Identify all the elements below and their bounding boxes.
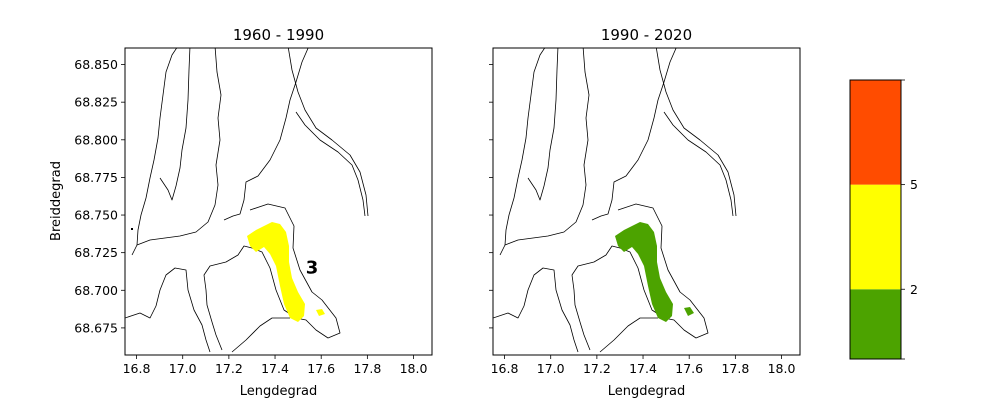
panel-1-title: 1960 - 1990 xyxy=(233,26,324,44)
region-class-1-patch xyxy=(684,307,694,316)
coastline-north-inlet xyxy=(136,48,222,246)
outlier-mark xyxy=(131,228,133,230)
panel-2-map xyxy=(493,48,737,353)
panel-2-x-axis: 16.8 17.0 17.2 17.4 17.6 17.8 18.0 xyxy=(491,355,796,376)
colorbar-tick-label: 2 xyxy=(910,282,918,297)
coastline-east-arm xyxy=(295,111,366,217)
coastline-spur xyxy=(527,48,559,201)
coastline-east-arm-inner xyxy=(655,48,737,217)
x-tick-label: 16.8 xyxy=(491,361,519,376)
coastline-spur xyxy=(159,48,191,201)
coastline-center xyxy=(223,48,309,221)
colorbar-frame xyxy=(849,79,902,360)
coastline-south xyxy=(231,317,290,353)
region-class-3 xyxy=(247,222,305,322)
panel-2-frame xyxy=(492,47,801,356)
y-tick-label: 68.675 xyxy=(74,320,118,335)
region-class-3-patch xyxy=(316,309,325,316)
panel-1-x-axis: 16.8 17.0 17.2 17.4 17.6 17.8 18.0 xyxy=(123,355,428,376)
coastline-south xyxy=(599,317,658,353)
colorbar-tick-label: 5 xyxy=(910,177,918,192)
x-tick-label: 17.0 xyxy=(537,361,565,376)
panel-1: 1960 - 1990 3 16.8 17.0 17.2 17.4 17.6 17.8 18… xyxy=(49,26,433,399)
coastline-west xyxy=(499,48,546,256)
coastline-north-inlet xyxy=(504,48,590,246)
x-tick-label: 16.8 xyxy=(123,361,151,376)
x-tick-label: 17.8 xyxy=(721,361,749,376)
x-tick-label: 17.4 xyxy=(629,361,657,376)
coastline-basin xyxy=(203,203,341,351)
panel-2-y-axis xyxy=(489,64,493,329)
y-tick-label: 68.775 xyxy=(74,170,118,185)
y-tick-label: 68.700 xyxy=(74,283,118,298)
coastline-south-west xyxy=(493,267,579,353)
x-tick-label: 18.0 xyxy=(768,361,796,376)
coastline-west xyxy=(131,48,178,256)
x-tick-label: 17.2 xyxy=(215,361,243,376)
x-tick-label: 17.6 xyxy=(307,361,335,376)
region-annotation: 3 xyxy=(306,258,319,279)
x-tick-label: 17.6 xyxy=(675,361,703,376)
x-tick-label: 17.2 xyxy=(583,361,611,376)
x-tick-label: 18.0 xyxy=(400,361,428,376)
y-tick-label: 68.850 xyxy=(74,57,118,72)
panel-1-frame xyxy=(124,47,433,356)
panel-2: 1990 - 2020 16.8 17.0 17.2 17.4 17.6 17.8 18.0… xyxy=(489,26,801,399)
y-tick-label: 68.750 xyxy=(74,208,118,223)
x-tick-label: 17.8 xyxy=(353,361,381,376)
coastline-south-west xyxy=(125,267,211,353)
panel-1-map: 3 xyxy=(125,48,369,353)
y-tick-label: 68.825 xyxy=(74,95,118,110)
region-class-1 xyxy=(615,222,673,322)
colorbar-segment xyxy=(850,80,901,185)
panel-1-xlabel: Lengdegrad xyxy=(240,384,318,399)
x-tick-label: 17.4 xyxy=(261,361,289,376)
panel-1-y-axis: 68.675 68.700 68.725 68.750 68.775 68.800 68.8… xyxy=(74,57,125,335)
x-tick-label: 17.0 xyxy=(169,361,197,376)
colorbar-segment xyxy=(850,184,901,290)
coastline-basin xyxy=(571,203,709,351)
colorbar: 25 xyxy=(849,79,918,360)
panel-2-xlabel: Lengdegrad xyxy=(608,384,686,399)
y-tick-label: 68.725 xyxy=(74,245,118,260)
coastline-center xyxy=(591,48,677,221)
coastline-east-arm xyxy=(663,111,734,217)
panel-2-title: 1990 - 2020 xyxy=(601,26,692,44)
y-tick-label: 68.800 xyxy=(74,132,118,147)
coastline-east-arm-inner xyxy=(287,48,369,217)
colorbar-segment xyxy=(850,289,901,359)
panel-1-ylabel: Breiddegrad xyxy=(49,161,64,241)
